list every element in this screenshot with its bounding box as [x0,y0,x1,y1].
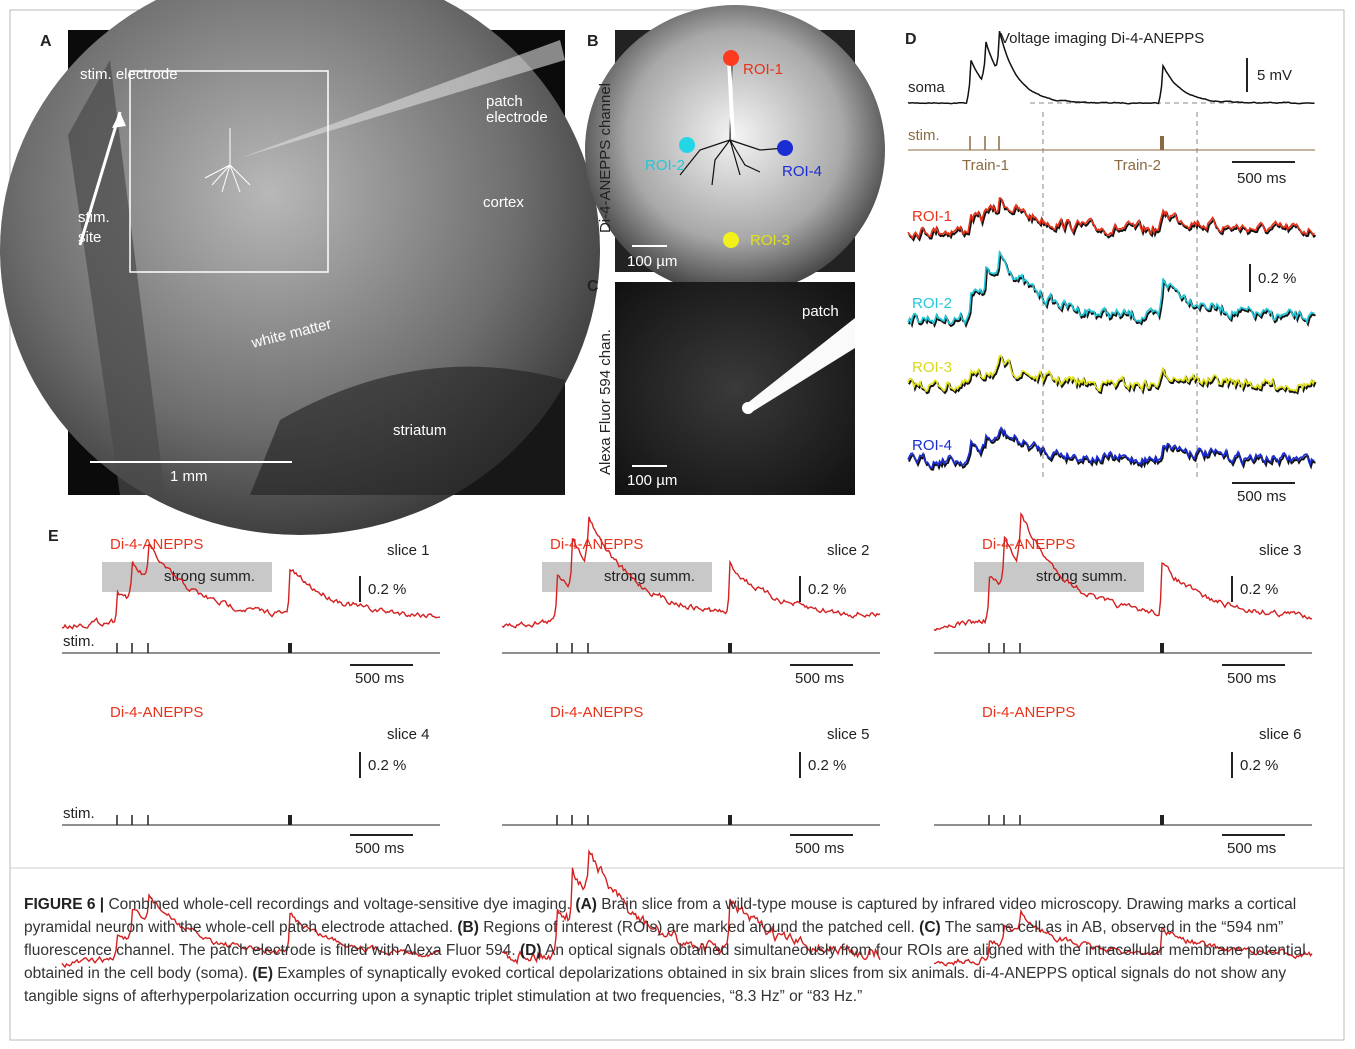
caption: FIGURE 6 | Combined whole-cell recording… [24,893,1334,1008]
scale-label: 5 mV [1257,67,1292,84]
roi-label: ROI-2 [645,157,685,174]
label: patch [802,303,839,320]
figure: A stim. electrode patch electrode stim. … [0,0,1355,1049]
panel-letter: C [587,278,599,295]
scale-label: 0.2 % [368,757,406,774]
train-label: Train-2 [1114,157,1161,174]
label: stim. electrode [80,66,178,83]
roi-label: ROI-1 [912,208,952,225]
title: Voltage imaging Di-4-ANEPPS [1000,30,1204,47]
roi-label: ROI-3 [912,359,952,376]
slice-label: slice 3 [1259,542,1302,559]
label: electrode [486,109,548,126]
scale-label: 100 µm [627,472,677,489]
train-label: Train-1 [962,157,1009,174]
slice-label: slice 2 [827,542,870,559]
time-label: 500 ms [1227,670,1276,687]
panel-letter: E [48,528,59,545]
scale-label: 0.2 % [808,757,846,774]
scale-label: 100 µm [627,253,677,270]
roi-trace [908,356,1315,392]
note: strong summ. [164,568,255,585]
time-label: 500 ms [795,670,844,687]
stim-label: stim. [63,633,95,650]
slice-label: slice 5 [827,726,870,743]
trace-label: stim. [908,127,940,144]
roi-label: ROI-3 [750,232,790,249]
dye-label: Di-4-ANEPPS [110,704,203,721]
caption-segment: Regions of interest (ROIs) are marked ar… [479,919,919,936]
channel-label: Alexa Fluor 594 chan. [597,329,614,475]
roi-label: ROI-1 [743,61,783,78]
dye-label: Di-4-ANEPPS [110,536,203,553]
caption-segment: (E) [252,965,273,982]
label: patch [486,93,523,110]
panel-c: C Alexa Fluor 594 chan. patch 100 µm [587,278,855,495]
roi-label: ROI-2 [912,295,952,312]
panel-letter: B [587,33,599,50]
panel-a: A stim. electrode patch electrode stim. … [0,0,600,535]
roi-label: ROI-4 [782,163,822,180]
scale-label: 0.2 % [1258,270,1296,287]
scale-label: 0.2 % [1240,757,1278,774]
trace-label: soma [908,79,945,96]
label: site [78,229,101,246]
label: stim. [78,209,110,226]
slice-label: slice 6 [1259,726,1302,743]
caption-segment: (C) [919,919,941,936]
scale-label: 0.2 % [368,581,406,598]
panel-letter: D [905,31,917,48]
stim-label: stim. [63,805,95,822]
note: strong summ. [604,568,695,585]
slice-label: slice 4 [387,726,430,743]
scale-label: 500 ms [1237,488,1286,505]
caption-segment: (A) [575,896,597,913]
dye-label: Di-4-ANEPPS [982,704,1075,721]
dye-label: Di-4-ANEPPS [550,536,643,553]
note: strong summ. [1036,568,1127,585]
scale-label: 1 mm [170,468,208,485]
roi-label: ROI-4 [912,437,952,454]
time-label: 500 ms [355,670,404,687]
panel-letter: A [40,33,52,50]
caption-segment: (D) [520,942,542,959]
caption-segment: Combined whole-cell recordings and volta… [104,896,575,913]
slice-label: slice 1 [387,542,430,559]
dye-label: Di-4-ANEPPS [550,704,643,721]
time-label: 500 ms [795,840,844,857]
caption-segment: (B) [457,919,479,936]
scale-label: 0.2 % [1240,581,1278,598]
scale-label: 0.2 % [808,581,846,598]
panel-d: D Voltage imaging Di-4-ANEPPS soma stim.… [905,30,1316,505]
channel-label: Di-4-ANEPPS channel [597,83,614,233]
page: A stim. electrode patch electrode stim. … [0,0,1355,1049]
dye-label: Di-4-ANEPPS [982,536,1075,553]
scale-label: 500 ms [1237,170,1286,187]
time-label: 500 ms [355,840,404,857]
label: cortex [483,194,524,211]
panel-b: B Di-4-ANEPPS channel ROI-1 ROI-2 ROI-3 … [585,5,885,295]
time-label: 500 ms [1227,840,1276,857]
label: striatum [393,422,446,439]
caption-segment: FIGURE 6 | [24,896,104,913]
